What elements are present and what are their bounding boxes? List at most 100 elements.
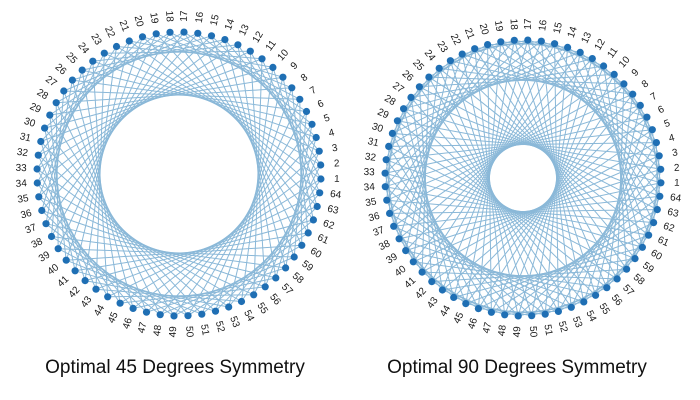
graph-node <box>450 293 458 301</box>
node-label: 6 <box>316 98 326 111</box>
graph-edge <box>129 40 273 68</box>
node-label: 2 <box>334 158 341 169</box>
node-label: 4 <box>668 132 677 144</box>
node-label: 36 <box>367 211 381 225</box>
node-label: 54 <box>241 308 256 323</box>
node-label: 42 <box>67 284 83 300</box>
graph-node <box>537 37 545 45</box>
graph-node <box>386 209 394 217</box>
node-label: 62 <box>321 218 336 232</box>
graph-node <box>225 303 233 311</box>
node-label: 27 <box>43 74 59 90</box>
graph-node <box>643 113 651 121</box>
graph-node <box>501 311 509 319</box>
node-label: 50 <box>183 326 195 338</box>
graph-node <box>234 41 242 49</box>
graph-node <box>308 120 316 128</box>
graph-node <box>282 264 290 272</box>
node-label: 48 <box>496 324 508 337</box>
graph-edge <box>616 83 625 279</box>
node-label: 12 <box>251 29 266 45</box>
node-label: 48 <box>152 324 164 337</box>
node-label: 39 <box>37 249 53 264</box>
caption-90-degrees-symmetry: Optimal 90 Degrees Symmetry <box>387 357 647 378</box>
graph-node <box>33 179 41 187</box>
node-label: 23 <box>88 32 103 48</box>
graph-edge <box>57 248 189 317</box>
graph-edge <box>38 196 134 309</box>
graph-node <box>46 111 54 119</box>
graph-node <box>54 245 62 253</box>
node-label: 16 <box>194 11 206 24</box>
graph-node <box>78 66 86 74</box>
edge-group <box>384 39 662 317</box>
graph-node <box>554 307 563 315</box>
node-label: 24 <box>422 48 438 64</box>
node-label: 60 <box>308 246 324 261</box>
graph-node <box>603 284 611 292</box>
graph-node <box>246 47 254 55</box>
node-label: 26 <box>53 62 69 78</box>
node-label: 6 <box>656 104 666 117</box>
node-label: 23 <box>434 39 449 55</box>
graph-node <box>272 274 280 282</box>
graph-node <box>514 312 522 320</box>
graph-edge <box>285 124 313 268</box>
graph-edge <box>82 39 226 71</box>
node-label: 41 <box>403 275 419 291</box>
graph-edge <box>228 192 321 308</box>
graph-edge <box>55 31 185 104</box>
node-label: 28 <box>35 87 51 102</box>
graph-node <box>620 80 628 88</box>
node-label: 3 <box>671 147 679 159</box>
graph-edge <box>44 127 76 271</box>
graph-node <box>382 156 390 164</box>
node-label: 5 <box>663 118 672 130</box>
graph-node <box>35 193 43 201</box>
node-label: 47 <box>136 321 149 335</box>
node-label: 19 <box>147 12 160 25</box>
graph-edge <box>40 36 143 142</box>
node-label: 17 <box>523 18 534 30</box>
node-label: 8 <box>299 72 310 84</box>
node-label: 45 <box>106 310 121 325</box>
graph-node <box>60 87 68 95</box>
node-label: 8 <box>640 78 651 90</box>
node-label: 53 <box>227 315 241 330</box>
graph-node <box>409 258 417 266</box>
graph-edge <box>187 232 309 317</box>
graph-node <box>269 63 277 71</box>
graph-node <box>142 308 151 316</box>
graph-node <box>652 139 661 147</box>
node-label: 25 <box>410 58 426 74</box>
graph-node <box>166 28 174 36</box>
graph-node <box>207 32 216 40</box>
graph-edge <box>49 31 171 116</box>
graph-edge <box>183 31 307 112</box>
graph-edge <box>40 141 86 281</box>
node-label: 44 <box>92 303 107 319</box>
node-label: 35 <box>17 193 30 206</box>
graph-node <box>298 241 306 249</box>
node-label: 29 <box>376 107 391 122</box>
node-label: 34 <box>15 178 27 190</box>
graph-node <box>302 107 311 116</box>
node-label: 38 <box>30 236 45 251</box>
graph-edge <box>36 52 105 184</box>
graph-node <box>580 298 588 306</box>
graph-node <box>180 28 188 36</box>
graph-edge <box>44 33 157 129</box>
node-label: 49 <box>512 326 523 338</box>
node-label: 38 <box>377 238 392 253</box>
graph-edge <box>384 108 405 174</box>
node-label: 13 <box>237 22 252 37</box>
node-label: 13 <box>580 30 595 45</box>
graph-node <box>446 57 454 65</box>
node-label: 9 <box>630 67 642 79</box>
graph-edge <box>41 210 147 313</box>
graph-node <box>381 169 389 177</box>
graph-node <box>528 312 536 320</box>
graph-edge <box>173 244 303 317</box>
node-label: 25 <box>63 51 79 67</box>
node-label: 3 <box>331 143 339 155</box>
